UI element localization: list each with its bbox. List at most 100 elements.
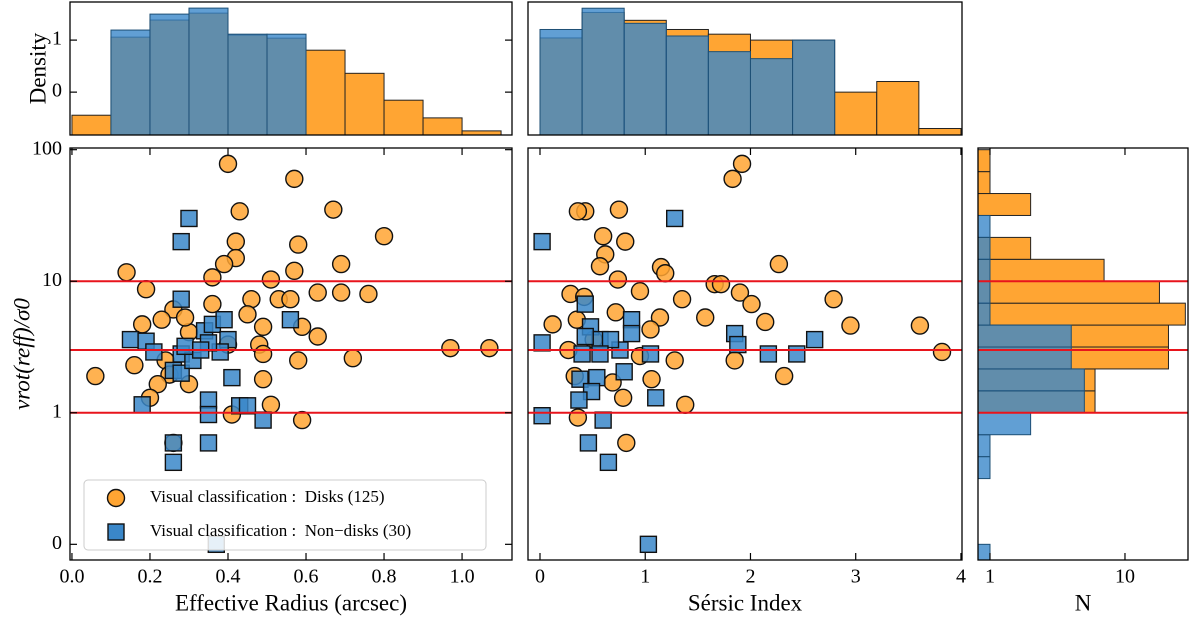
circle-marker [152, 310, 171, 329]
hist-bar [149, 13, 190, 135]
axes-frame [527, 1, 963, 136]
hist-bar [707, 51, 751, 135]
circle-marker [343, 348, 363, 368]
hist-bar [978, 193, 1032, 216]
circle-marker [289, 351, 308, 370]
square-marker [599, 453, 618, 472]
circle-marker [308, 327, 327, 346]
legend-frame [83, 479, 487, 551]
circle-marker [616, 232, 635, 251]
square-marker [533, 334, 551, 352]
circle-marker [253, 317, 273, 337]
circle-marker [324, 200, 343, 219]
hist-bar [344, 72, 385, 135]
square-marker [223, 368, 241, 387]
square-marker [254, 411, 272, 429]
square-marker [576, 295, 594, 313]
circle-marker [606, 303, 625, 322]
hist-bar [978, 280, 991, 304]
circle-marker [308, 283, 327, 302]
circle-marker [932, 342, 952, 362]
y-tick-label: 10 [42, 269, 62, 291]
x-tick-label: 4 [956, 566, 966, 588]
axes-frame [69, 1, 513, 136]
square-marker [570, 391, 588, 409]
square-marker [666, 209, 684, 228]
circle-marker [711, 274, 731, 294]
square-marker [759, 345, 778, 363]
plot-area [978, 149, 1188, 560]
legend-label: Visual classification : Non−disks (30) [150, 521, 411, 540]
hist-bar [792, 39, 836, 135]
circle-marker [125, 355, 144, 375]
circle-marker [732, 154, 752, 174]
hist-bar [581, 7, 625, 135]
hist-bar [110, 29, 151, 135]
y-tick-label: 0 [52, 80, 62, 102]
hist-bar [305, 49, 346, 135]
circle-marker [285, 169, 304, 189]
square-marker [788, 345, 806, 363]
circle-marker [289, 235, 308, 254]
hist-bar [461, 130, 502, 135]
circle-marker [136, 279, 156, 299]
square-marker [594, 411, 612, 429]
x-tick-label: 1 [640, 566, 650, 588]
circle-marker [593, 226, 613, 246]
hist-bar [623, 22, 667, 135]
square-marker [639, 535, 658, 554]
hist-bar [978, 368, 1085, 392]
circle-marker [175, 308, 195, 327]
hist-bar [978, 324, 1072, 348]
circle-marker [238, 305, 257, 324]
circle-marker [824, 290, 843, 309]
circle-marker [253, 369, 273, 389]
x-tick-label: 0.2 [137, 566, 162, 588]
circle-marker [132, 315, 152, 334]
circle-marker [374, 226, 394, 246]
square-marker [199, 434, 218, 452]
circle-marker [774, 366, 794, 386]
square-marker [145, 343, 163, 361]
hist-bar [978, 258, 991, 282]
x-tick-label: 0.4 [215, 566, 240, 588]
circle-marker [650, 308, 670, 327]
x-tick-label: 0 [535, 566, 545, 588]
hist-bar [422, 117, 463, 135]
hist-bar [978, 236, 1032, 260]
x-axis-label: Sérsic Index [688, 590, 803, 615]
circle-marker [230, 202, 249, 221]
square-marker [121, 330, 140, 349]
circle-marker [642, 369, 661, 389]
hist-bar [876, 81, 920, 135]
hist-bar [749, 58, 794, 135]
circle-marker [203, 268, 222, 287]
hist-bar [978, 171, 991, 195]
circle-marker [148, 374, 167, 394]
circle-marker [543, 315, 562, 334]
square-marker [641, 345, 660, 363]
y-tick-label: 1 [52, 400, 62, 422]
circle-marker [630, 281, 650, 301]
y-axis-label: Density [25, 32, 50, 104]
hist-bar [978, 434, 991, 458]
circle-marker [672, 290, 692, 309]
hist-bar [978, 280, 1160, 304]
circle-marker [590, 257, 610, 276]
hist-bar [71, 114, 112, 135]
square-marker [199, 405, 218, 424]
circle-marker [292, 410, 312, 430]
circle-marker [253, 344, 273, 364]
legend-marker [106, 488, 126, 508]
hist-bar [383, 99, 424, 135]
plot-area [528, 154, 962, 554]
x-tick-label: 10 [1115, 566, 1135, 588]
axes-frame [527, 147, 963, 561]
circle-marker [742, 294, 761, 314]
x-tick-label: 1 [985, 566, 995, 588]
circle-marker [226, 232, 245, 251]
circle-marker [214, 254, 234, 274]
square-marker [573, 345, 591, 363]
hist-bar [978, 456, 991, 480]
hist-bar [539, 28, 583, 135]
